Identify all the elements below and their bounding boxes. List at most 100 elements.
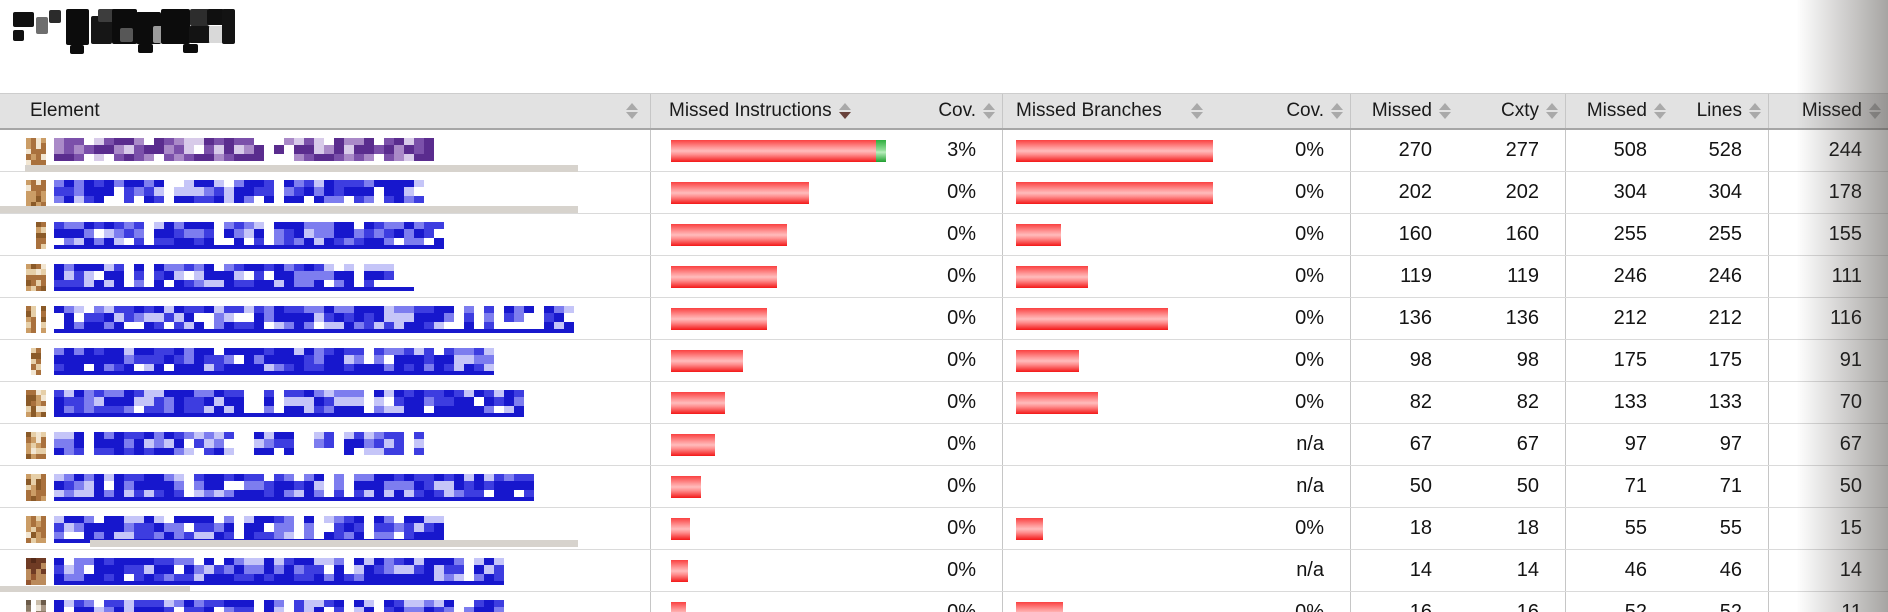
cell-missed_cxty: 136: [1350, 298, 1458, 339]
column-header-missed-branches[interactable]: Missed Branches: [1002, 94, 1213, 128]
table-row: 0% 0% 82 82 133 133 70: [0, 382, 1888, 424]
element-link-redacted[interactable]: [26, 180, 424, 207]
source-file-icon-dark: [26, 558, 46, 585]
cell-branch_cov: 0%: [1295, 601, 1324, 612]
cell-missed-branches-bar: [1002, 172, 1213, 213]
element-link-redacted[interactable]: [26, 348, 494, 375]
coverage-bar: [671, 476, 902, 498]
cell-instruction_cov: 0%: [947, 181, 976, 203]
missed-bar-segment: [671, 392, 725, 414]
column-header-missed-cxty[interactable]: Missed: [1350, 94, 1458, 128]
missed-bar-segment: [671, 266, 777, 288]
redacted-title-block: [70, 45, 84, 54]
cell-element: [0, 382, 650, 423]
cell-cxty: 202: [1505, 181, 1539, 203]
cell-lines: 212: [1708, 307, 1742, 329]
table-row: 0% 0% 18 18 55 55 15: [0, 508, 1888, 550]
element-link-redacted[interactable]: [26, 432, 424, 459]
package-icon: [26, 474, 46, 501]
element-link-redacted[interactable]: [26, 222, 444, 249]
sort-arrows-icon: [983, 103, 995, 119]
link-underline: [54, 371, 494, 375]
cell-missed_methods: 178: [1768, 172, 1888, 213]
cell-branch_cov: 0%: [1295, 349, 1324, 371]
missed-bar-segment: [671, 350, 743, 372]
link-underline: [54, 413, 524, 417]
cell-missed_methods: 70: [1768, 382, 1888, 423]
sort-arrows-icon: [1749, 103, 1761, 119]
cell-branch_cov: n/a: [1296, 559, 1324, 581]
cell-element: [0, 424, 650, 465]
cell-missed_methods: 14: [1768, 550, 1888, 591]
package-icon: [26, 390, 46, 417]
element-label-redacted: [54, 516, 444, 543]
cell-missed-branches-bar: [1002, 550, 1213, 591]
cell-lines: 55: [1719, 517, 1742, 539]
element-link-redacted[interactable]: [26, 600, 504, 612]
sort-arrows-icon: [1546, 103, 1558, 119]
package-icon: [26, 222, 46, 249]
element-link-redacted[interactable]: [26, 306, 574, 333]
redacted-title-block: [36, 17, 48, 34]
cell-lines: 97: [1719, 433, 1742, 455]
column-header-label: Element: [30, 100, 100, 121]
cell-missed_methods: 91: [1768, 340, 1888, 381]
cell-missed_cxty: 14: [1350, 550, 1458, 591]
package-icon: [26, 138, 46, 165]
cell-missed-instructions-bar: [650, 214, 902, 255]
missed-bar-segment: [671, 224, 787, 246]
redacted-title-block: [209, 26, 226, 43]
element-link-redacted[interactable]: [26, 138, 434, 165]
element-link-redacted[interactable]: [26, 474, 534, 501]
redacted-title-block: [13, 30, 24, 41]
column-header-missed-lines[interactable]: Missed: [1565, 94, 1673, 128]
missed-bar-segment: [1016, 392, 1098, 414]
missed-bar-segment: [1016, 266, 1088, 288]
column-header-cxty[interactable]: Cxty: [1458, 94, 1565, 128]
cell-instruction_cov: 0%: [947, 223, 976, 245]
table-row: 0% n/a 50 50 71 71 50: [0, 466, 1888, 508]
missed-bar-segment: [671, 560, 688, 582]
cell-cxty: 18: [1516, 517, 1539, 539]
cell-instruction_cov: 0%: [947, 601, 976, 612]
cell-missed_lines: 52: [1565, 592, 1673, 612]
element-link-redacted[interactable]: [26, 516, 444, 543]
cell-missed_lines: 71: [1565, 466, 1673, 507]
column-header-element[interactable]: Element: [0, 94, 650, 128]
column-header-instruction-cov[interactable]: Cov.: [902, 94, 1002, 128]
element-label-redacted: [54, 348, 494, 375]
coverage-bar: [671, 266, 902, 288]
table-body: 3% 0% 270 277 508 528 244 0% 0% 202 202 304 304 178 0%…: [0, 130, 1888, 612]
missed-bar-segment: [1016, 182, 1213, 204]
cell-element: [0, 550, 650, 591]
element-link-redacted[interactable]: [26, 264, 414, 291]
column-header-missed-methods[interactable]: Missed: [1768, 94, 1888, 128]
missed-bar-segment: [671, 518, 690, 540]
coverage-bar: [1016, 308, 1213, 330]
element-link-redacted[interactable]: [26, 558, 504, 585]
cell-instruction_cov: 0%: [947, 475, 976, 497]
cell-instruction_cov: 0%: [947, 517, 976, 539]
cell-missed_methods: 116: [1768, 298, 1888, 339]
column-header-label: Missed: [1586, 100, 1647, 121]
redaction-artifact-bar: [0, 206, 578, 213]
coverage-bar: [1016, 140, 1213, 162]
cell-missed_cxty: 82: [1350, 382, 1458, 423]
missed-bar-segment: [1016, 308, 1168, 330]
sort-arrows-icon: [626, 103, 638, 119]
cell-missed_cxty: 18: [1350, 508, 1458, 549]
column-header-branch-cov[interactable]: Cov.: [1213, 94, 1350, 128]
redacted-title-block: [190, 9, 209, 26]
coverage-bar: [671, 392, 902, 414]
cell-missed-instructions-bar: [650, 256, 902, 297]
cell-cxty: 119: [1507, 265, 1539, 287]
column-header-lines[interactable]: Lines: [1673, 94, 1768, 128]
column-header-missed-instructions[interactable]: Missed Instructions: [650, 94, 902, 128]
missed-bar-segment: [1016, 350, 1079, 372]
cell-lines: 255: [1708, 223, 1742, 245]
sort-arrows-icon: [1654, 103, 1666, 119]
redacted-title-block: [183, 44, 198, 53]
cell-element: [0, 340, 650, 381]
element-link-redacted[interactable]: [26, 390, 524, 417]
